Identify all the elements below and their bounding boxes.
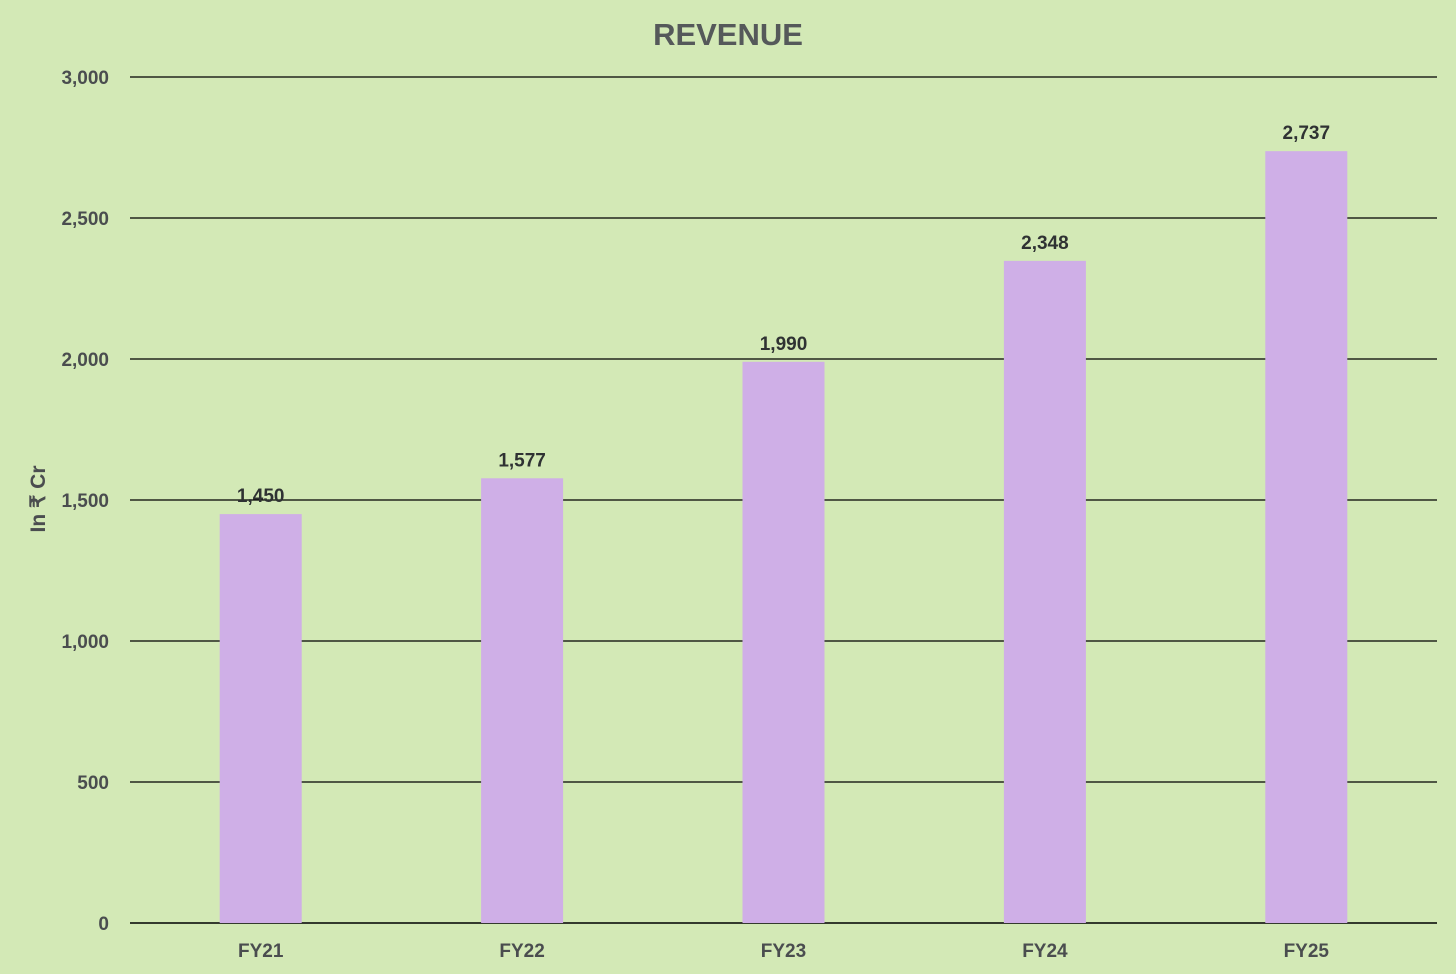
x-tick-label: FY23 xyxy=(761,941,806,962)
data-label: 2,737 xyxy=(1283,123,1331,144)
data-label: 1,990 xyxy=(760,334,808,355)
x-tick-label: FY21 xyxy=(238,941,284,962)
bar-fy24 xyxy=(1003,260,1086,923)
bars xyxy=(219,151,1348,923)
y-tick-label: 500 xyxy=(77,773,109,794)
bar-fy23 xyxy=(742,361,825,923)
bar-fy21 xyxy=(219,514,302,923)
x-tick-label: FY24 xyxy=(1022,941,1068,962)
y-tick-label: 1,500 xyxy=(61,491,109,512)
data-label: 1,450 xyxy=(237,486,285,507)
bar-fy22 xyxy=(481,478,564,923)
y-tick-label: 3,000 xyxy=(61,68,109,89)
bar-fy25 xyxy=(1265,151,1348,923)
x-tick-label: FY22 xyxy=(499,941,544,962)
x-tick-label: FY25 xyxy=(1284,941,1330,962)
data-label: 2,348 xyxy=(1021,233,1069,254)
y-tick-label: 0 xyxy=(98,914,109,935)
axis-ticks: 0 500 1,000 1,500 2,000 2,500 3,000 FY21 FY22 FY2… xyxy=(61,68,1329,962)
y-tick-label: 2,000 xyxy=(61,350,109,371)
chart-title: REVENUE xyxy=(653,17,803,52)
grid-lines xyxy=(130,76,1437,924)
y-tick-label: 1,000 xyxy=(61,632,109,653)
data-label: 1,577 xyxy=(498,450,546,471)
data-labels: 1,450 1,577 1,990 2,348 2,737 xyxy=(237,123,1330,507)
y-axis-label: In ₹ Cr xyxy=(27,465,50,532)
y-tick-label: 2,500 xyxy=(61,209,109,230)
